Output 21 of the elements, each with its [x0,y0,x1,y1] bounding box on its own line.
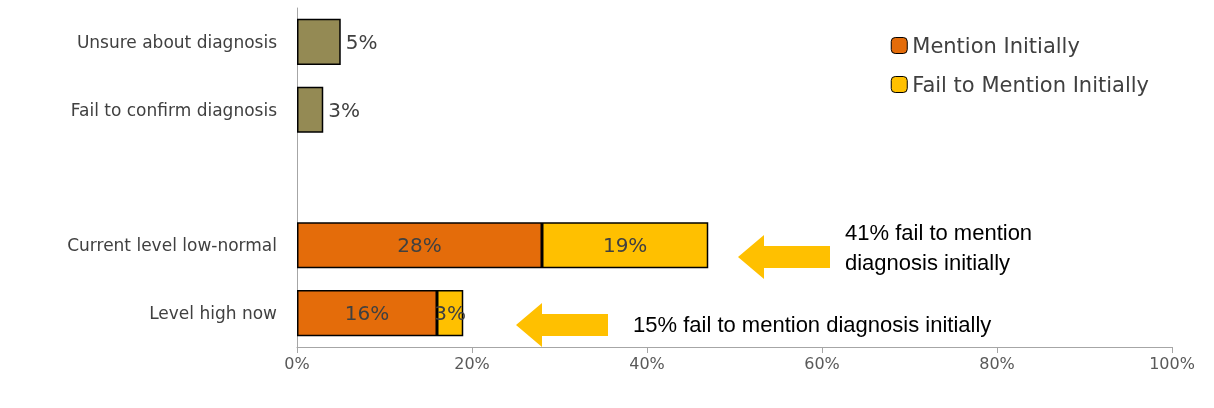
data-label: 5% [345,29,378,54]
x-tick-label: 60% [804,353,840,373]
data-label: 19% [602,233,648,258]
data-label: 28% [397,233,442,258]
data-label: 16% [344,301,390,326]
data-label: 3% [328,97,360,122]
annotation: 15% fail to mention diagnosis initially [633,311,993,339]
x-tick-label: 80% [979,353,1015,373]
x-tick-label: 20% [454,353,490,373]
annotation: 41% fail to mention diagnosis initially [845,219,1034,277]
legend-label: Mention Initially [912,33,1080,58]
legend-label: Fail to Mention Initially [912,72,1150,97]
bar [297,86,324,133]
x-tick-label: 100% [1149,353,1195,373]
bar [297,18,341,65]
y-tick-label: Unsure about diagnosis [76,31,278,52]
y-tick-label: Current level low-normal [67,235,277,256]
x-tick-label: 40% [629,353,665,373]
x-tick-label: 0% [284,353,310,373]
y-tick-label: Fail to confirm diagnosis [70,99,278,120]
y-tick-label: Level high now [149,303,278,324]
